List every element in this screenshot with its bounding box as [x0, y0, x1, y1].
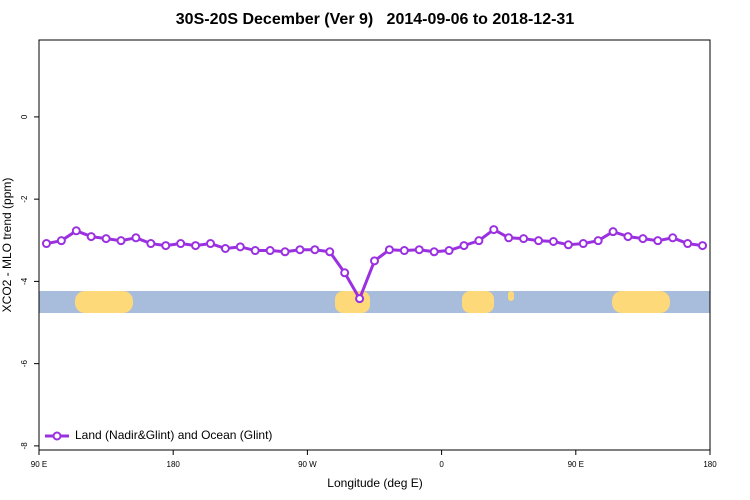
y-axis-label: XCO2 - MLO trend (ppm) [0, 178, 14, 313]
data-point [653, 236, 663, 246]
data-point [265, 246, 275, 256]
data-point [325, 247, 335, 257]
data-point [161, 241, 171, 251]
data-point [101, 234, 111, 244]
data-point [399, 246, 409, 256]
land [462, 291, 494, 313]
data-point [176, 239, 186, 249]
data-point [668, 233, 678, 243]
data-point [116, 236, 126, 246]
data-point [191, 241, 201, 251]
y-tick-label: -4 [20, 277, 29, 285]
data-point [250, 246, 260, 256]
data-point [698, 241, 708, 251]
land [75, 291, 133, 313]
data-point [563, 240, 573, 250]
data-point [534, 236, 544, 246]
data-point [146, 239, 156, 249]
data-point [370, 256, 379, 266]
data-point [235, 242, 245, 252]
x-tick-label: 180 [703, 460, 717, 469]
y-tick-label: -2 [20, 195, 29, 203]
data-point [593, 236, 603, 246]
x-tick-label: 180 [167, 460, 181, 469]
data-point [310, 245, 320, 255]
data-point [131, 233, 141, 243]
data-point [220, 243, 230, 253]
data-point [71, 226, 81, 236]
chart-title: 30S-20S December (Ver 9) 2014-09-06 to 2… [176, 11, 575, 28]
data-point [548, 237, 558, 247]
x-tick-label: 90 E [568, 460, 584, 469]
data-point [355, 294, 365, 304]
y-tick-label: -6 [20, 360, 29, 368]
data-point [384, 245, 394, 255]
legend-label: Land (Nadir&Glint) and Ocean (Glint) [75, 428, 272, 442]
land [612, 291, 670, 313]
data-point [608, 227, 618, 237]
data-point [489, 225, 499, 235]
data-point [578, 239, 588, 249]
data-point [683, 239, 693, 249]
map-strip [39, 291, 710, 313]
data-point [414, 245, 424, 255]
data-point [623, 232, 633, 242]
plot-frame [38, 39, 711, 451]
x-axis-label: Longitude (deg E) [327, 476, 422, 490]
data-point [638, 234, 648, 244]
data-point [280, 247, 290, 257]
legend-marker [52, 431, 62, 441]
data-point [41, 239, 51, 249]
ocean-band [39, 291, 710, 313]
data-point [474, 236, 484, 246]
data-point [56, 236, 66, 246]
data-point [459, 241, 469, 251]
x-tick-label: 0 [439, 460, 444, 469]
data-point [205, 239, 215, 249]
y-tick-label: 0 [20, 114, 29, 119]
x-tick-label: 90 W [298, 460, 317, 469]
data-point [86, 232, 96, 242]
land [335, 291, 370, 313]
data-point [519, 234, 529, 244]
x-tick-label: 90 E [31, 460, 47, 469]
land [508, 291, 514, 301]
data-point [504, 233, 514, 243]
y-tick-label: -8 [20, 442, 29, 450]
data-point [295, 245, 305, 255]
data-point [429, 247, 439, 257]
data-point [340, 268, 350, 278]
data-point [444, 246, 454, 256]
